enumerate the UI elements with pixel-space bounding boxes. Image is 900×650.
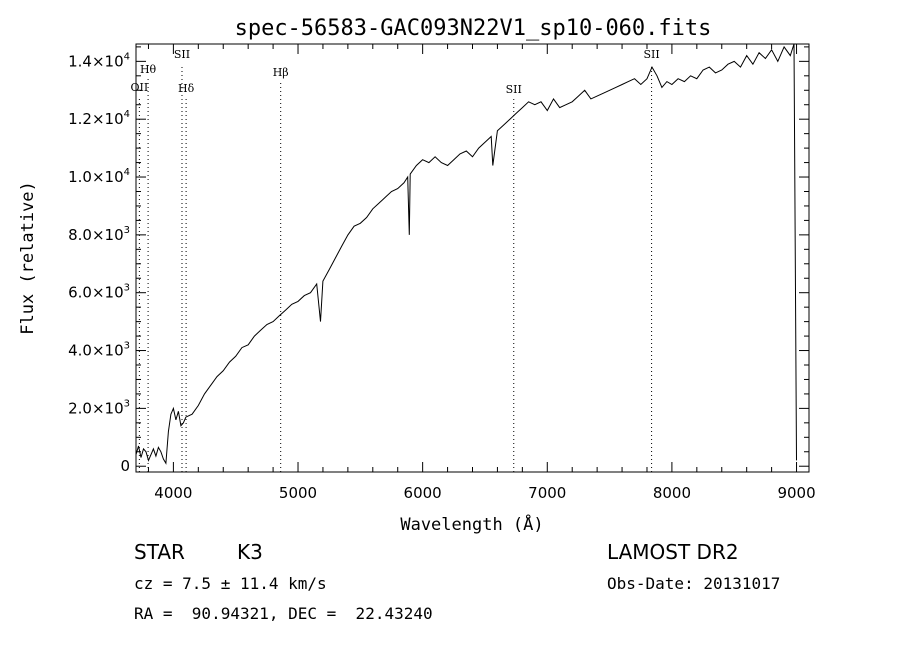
series-layer [135, 43, 797, 465]
chart-title: spec-56583-GAC093N22V1_sp10-060.fits [235, 16, 712, 41]
redshift-text: cz = 7.5 ± 11.4 km/s [134, 574, 327, 593]
spectral-line-markers: OII Hθ SII Hδ Hβ SII SII [131, 48, 660, 472]
obs-date-text: Obs-Date: 20131017 [607, 574, 781, 593]
x-tick-label: 4000 [154, 484, 192, 502]
line-label: SII [174, 48, 190, 61]
y-axis-label: Flux (relative) [18, 181, 38, 335]
y-tick-label: 4.0×103 [68, 341, 130, 360]
line-label: Hθ [140, 63, 157, 76]
plot-frame [135, 43, 810, 473]
y-tick-label: 6.0×103 [68, 283, 130, 302]
object-subclass: K3 [237, 540, 263, 564]
line-label: Hδ [178, 82, 195, 95]
line-label: Hβ [273, 66, 289, 79]
y-tick-label: 2.0×103 [68, 398, 130, 417]
line-label: OII [131, 81, 149, 94]
x-axis-label: Wavelength (Å) [400, 513, 543, 535]
x-axis: 4000 5000 6000 7000 8000 9000 [147, 44, 816, 502]
x-tick-label: 9000 [777, 484, 815, 502]
survey-label: LAMOST DR2 [607, 540, 739, 564]
x-tick-label: 7000 [528, 484, 566, 502]
line-label: SII [643, 48, 659, 61]
x-tick-label: 8000 [653, 484, 691, 502]
x-tick-label: 6000 [404, 484, 442, 502]
line-label: SII [506, 83, 522, 96]
plot-border [135, 43, 810, 473]
y-tick-label: 1.2×104 [68, 109, 130, 128]
y-tick-label: 1.0×104 [68, 167, 130, 186]
coordinates-text: RA = 90.94321, DEC = 22.43240 [134, 604, 433, 623]
y-tick-label: 8.0×103 [68, 225, 130, 244]
y-tick-label: 1.4×104 [68, 51, 130, 70]
y-axis: 0 2.0×103 4.0×103 6.0×103 8.0×103 1.0×104 1.2×… [68, 46, 809, 475]
x-tick-label: 5000 [279, 484, 317, 502]
y-tick-label: 0 [120, 457, 130, 475]
spectrum-line [135, 43, 797, 465]
object-class: STAR [134, 540, 185, 564]
